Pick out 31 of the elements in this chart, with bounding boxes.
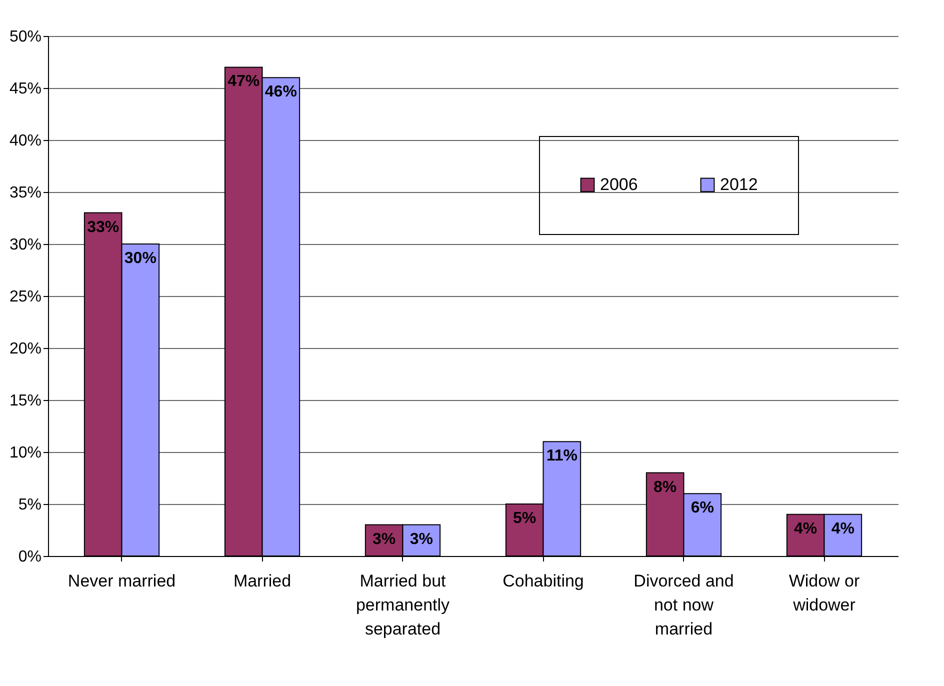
x-tick-label: Married but permanently separated (356, 572, 450, 638)
y-tick-label: 10% (9, 444, 42, 462)
data-label: 30% (124, 250, 156, 267)
y-tick-label: 50% (9, 28, 42, 46)
y-tick-label: 35% (9, 184, 42, 202)
y-tick-label: 45% (9, 80, 42, 98)
data-label: 46% (264, 84, 297, 101)
data-label: 5% (513, 510, 536, 527)
x-tick-label: Divorced and not now married (634, 572, 734, 638)
data-label: 4% (794, 520, 818, 538)
data-label: 6% (690, 500, 714, 517)
y-tick-label: 15% (9, 392, 42, 410)
y-tick-label: 25% (9, 288, 42, 306)
data-label: 47% (228, 73, 260, 90)
x-tick-label: Never married (68, 572, 176, 590)
y-tick-label: 20% (9, 340, 42, 358)
y-tick-label: 5% (18, 496, 42, 514)
legend-label: 2012 (720, 174, 758, 194)
data-label: 3% (410, 530, 433, 548)
x-tick-label: Widow or widower (788, 572, 860, 614)
x-tick-label: Married (233, 572, 292, 590)
data-label: 33% (87, 218, 120, 236)
y-tick-label: 0% (18, 548, 42, 566)
data-label: 11% (546, 448, 578, 465)
data-label: 8% (654, 478, 677, 496)
y-tick-label: 30% (9, 236, 42, 254)
x-tick-label: Cohabiting (502, 572, 584, 590)
legend-label: 2006 (600, 174, 638, 194)
data-label: 3% (372, 530, 396, 548)
y-tick-label: 40% (9, 132, 42, 150)
data-label: 4% (831, 520, 854, 538)
